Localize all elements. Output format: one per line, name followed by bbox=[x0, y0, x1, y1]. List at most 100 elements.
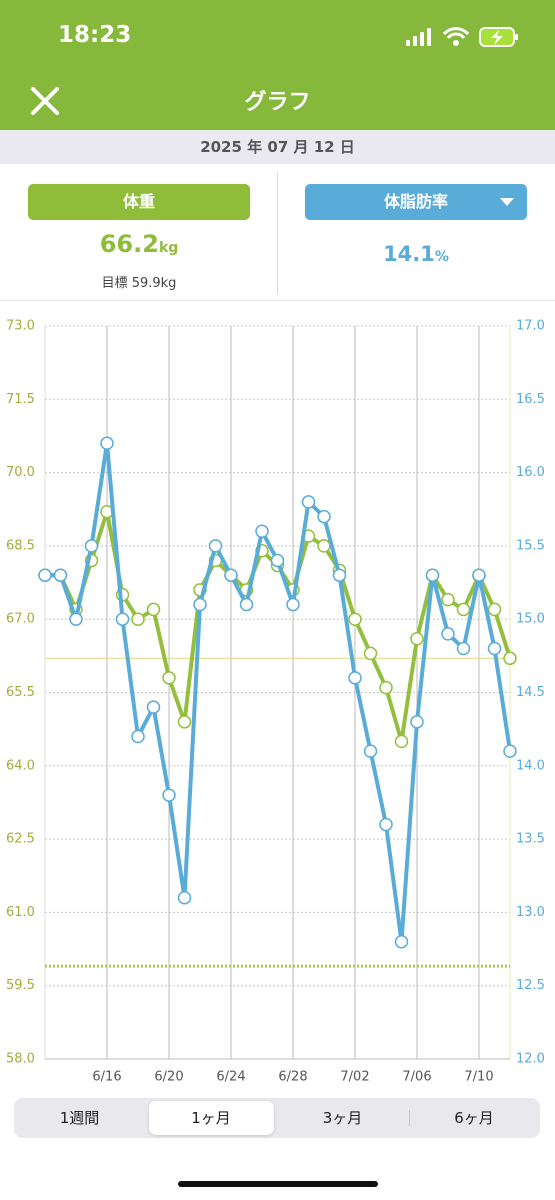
point bbox=[162, 788, 176, 802]
point bbox=[100, 436, 114, 451]
y2-tick-label: 14.0 bbox=[516, 758, 545, 773]
y2-tick-label: 13.5 bbox=[516, 832, 545, 847]
point bbox=[348, 671, 362, 685]
point bbox=[69, 612, 83, 626]
point bbox=[379, 817, 393, 832]
nav-bar: グラフ bbox=[0, 72, 555, 130]
point bbox=[317, 539, 331, 553]
point bbox=[425, 568, 440, 582]
point bbox=[503, 744, 517, 758]
unit: % bbox=[434, 249, 449, 265]
point bbox=[162, 671, 176, 685]
home-indicator bbox=[178, 1181, 378, 1187]
weight-value: 66.2kg bbox=[28, 230, 250, 258]
y-tick-label: 64.0 bbox=[6, 758, 35, 773]
y2-tick-label: 15.0 bbox=[516, 612, 545, 627]
point bbox=[363, 646, 378, 661]
y2-tick-label: 16.5 bbox=[516, 392, 545, 407]
tab-divider bbox=[408, 1110, 410, 1126]
x-tick-label: 7/06 bbox=[402, 1070, 431, 1085]
point bbox=[38, 568, 52, 582]
y2-tick-label: 16.0 bbox=[516, 465, 545, 480]
y2-tick-label: 13.0 bbox=[516, 905, 545, 920]
y-tick-label: 62.5 bbox=[6, 832, 35, 847]
point bbox=[348, 612, 362, 626]
nav-title: グラフ bbox=[244, 90, 311, 115]
y2-tick-label: 14.5 bbox=[516, 685, 545, 700]
tab[interactable]: 6ヶ月 bbox=[454, 1109, 494, 1127]
divider bbox=[0, 300, 555, 301]
x-tick-label: 6/20 bbox=[154, 1070, 183, 1085]
point bbox=[394, 734, 409, 749]
y-tick-label: 67.0 bbox=[6, 612, 35, 627]
point bbox=[394, 934, 409, 949]
point bbox=[208, 539, 223, 553]
point bbox=[456, 641, 471, 656]
y-tick-label: 70.0 bbox=[6, 465, 35, 480]
point bbox=[487, 641, 502, 656]
point bbox=[177, 715, 192, 729]
unit: kg bbox=[158, 240, 179, 256]
x-tick-label: 6/28 bbox=[278, 1070, 307, 1085]
point bbox=[53, 568, 68, 582]
point bbox=[332, 568, 347, 582]
y2-tick-label: 12.5 bbox=[516, 978, 545, 993]
value: 66.2 bbox=[99, 230, 159, 258]
y-tick-label: 65.5 bbox=[6, 685, 35, 700]
divider bbox=[277, 172, 278, 294]
y-tick-label: 61.0 bbox=[6, 905, 35, 920]
y2-tick-label: 17.0 bbox=[516, 319, 545, 334]
point bbox=[224, 568, 238, 582]
point bbox=[456, 602, 471, 617]
label: 体脂肪率 bbox=[383, 192, 448, 211]
point bbox=[503, 651, 517, 666]
date-bar: 2025 年 07 月 12 日 bbox=[0, 130, 555, 164]
point bbox=[487, 602, 502, 617]
clock: 18:23 bbox=[58, 22, 132, 48]
point bbox=[301, 495, 316, 509]
tab[interactable]: 1ヶ月 bbox=[148, 1101, 274, 1135]
fat-button[interactable]: 体脂肪率 bbox=[305, 184, 527, 220]
fat-value: 14.1% bbox=[305, 242, 527, 266]
y-tick-label: 59.5 bbox=[6, 978, 35, 993]
y2-tick-label: 12.0 bbox=[516, 1052, 545, 1067]
point bbox=[177, 890, 192, 905]
chart: 6/16 6/20 6/24 6/28 7/02 7/06 7/10 58.0 59.5 61.0… bbox=[6, 319, 545, 1085]
point bbox=[441, 627, 455, 641]
x-tick-label: 7/10 bbox=[464, 1070, 493, 1085]
dropdown-arrow bbox=[500, 198, 514, 206]
x-tick-label: 7/02 bbox=[340, 1070, 369, 1085]
y-tick-label: 73.0 bbox=[6, 319, 35, 334]
point bbox=[146, 602, 161, 617]
close-button[interactable] bbox=[30, 86, 60, 116]
point bbox=[115, 612, 130, 626]
point bbox=[146, 700, 161, 714]
y-tick-label: 58.0 bbox=[6, 1052, 35, 1067]
period-tabs: 1週間 1ヶ月 3ヶ月 6ヶ月 bbox=[14, 1098, 540, 1138]
point bbox=[441, 592, 455, 607]
point bbox=[317, 509, 331, 524]
goal-text: 目標 59.9kg bbox=[101, 276, 177, 291]
point bbox=[131, 612, 145, 626]
point bbox=[286, 597, 300, 612]
point bbox=[363, 744, 378, 758]
point bbox=[239, 597, 254, 612]
weight-button[interactable]: 体重 bbox=[28, 184, 250, 220]
x-tick-label: 6/16 bbox=[92, 1070, 121, 1085]
point bbox=[270, 553, 285, 568]
y-tick-label: 68.5 bbox=[6, 538, 35, 553]
tab[interactable]: 3ヶ月 bbox=[322, 1109, 363, 1127]
status-icons bbox=[406, 27, 518, 47]
y-tick-label: 71.5 bbox=[6, 392, 35, 407]
point bbox=[255, 524, 269, 538]
y2-tick-label: 15.5 bbox=[516, 538, 545, 553]
point bbox=[379, 680, 393, 695]
point bbox=[84, 539, 99, 553]
point bbox=[410, 631, 424, 646]
tab[interactable]: 1週間 bbox=[59, 1109, 100, 1127]
x-tick-label: 6/24 bbox=[216, 1070, 245, 1085]
point bbox=[410, 715, 424, 729]
status-bar: 18:23 bbox=[0, 0, 555, 72]
point bbox=[193, 597, 207, 612]
